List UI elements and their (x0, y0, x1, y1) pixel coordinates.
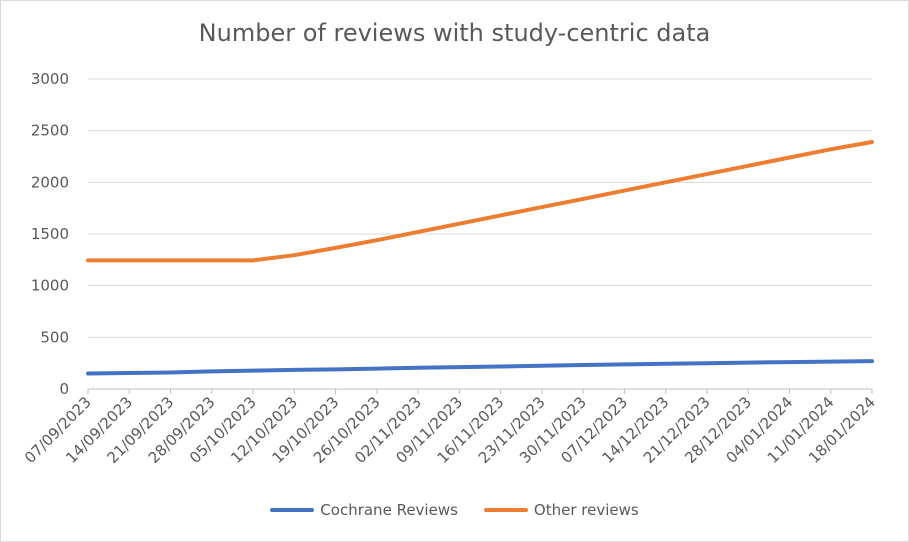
y-tick-label: 0 (59, 380, 69, 398)
y-tick-label: 1000 (31, 277, 69, 295)
legend-item: Cochrane Reviews (270, 501, 458, 519)
legend-label: Cochrane Reviews (320, 501, 458, 519)
y-tick-label: 2500 (31, 122, 69, 140)
legend-swatch (483, 508, 528, 512)
legend-item: Other reviews (483, 501, 639, 519)
y-tick-label: 3000 (31, 70, 69, 88)
chart-title: Number of reviews with study-centric dat… (198, 19, 711, 47)
legend-label: Other reviews (533, 501, 639, 519)
y-tick-label: 500 (40, 328, 69, 346)
y-tick-label: 2000 (31, 173, 69, 191)
y-tick-label: 1500 (31, 225, 69, 243)
legend-swatch (270, 508, 315, 512)
series-line (86, 140, 874, 263)
chart-legend: Cochrane Reviews Other reviews (1, 501, 908, 519)
series-line (86, 359, 874, 376)
